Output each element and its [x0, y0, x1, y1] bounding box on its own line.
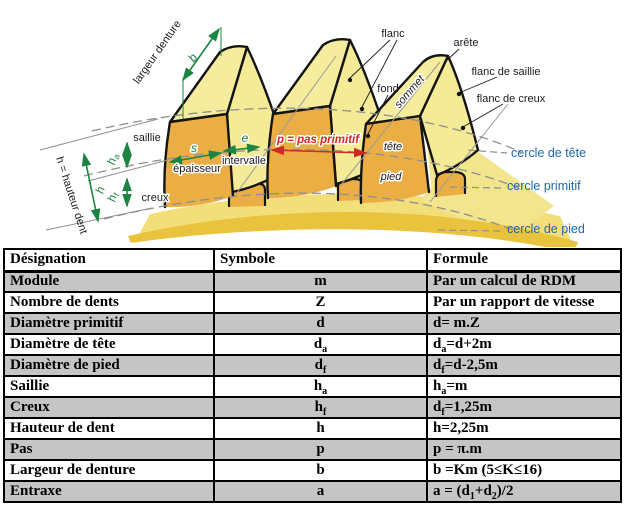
label-cercle-de-tete: cercle de tête: [511, 146, 586, 160]
cell-designation: Largeur de denture: [3, 459, 215, 482]
cell-designation: Hauteur de dent: [3, 417, 215, 440]
label-hf: hf: [104, 189, 122, 203]
tooth2-front-outline: [266, 104, 338, 200]
label-epaisseur: épaisseur: [173, 163, 221, 175]
cell-symbole: h: [213, 417, 428, 440]
tooth3-front-face: [360, 116, 429, 203]
tooth1-front-outline: [163, 112, 235, 209]
rim-band-gold: [128, 212, 578, 247]
cell-designation: Pas: [3, 438, 215, 461]
header-designation: Désignation: [3, 248, 215, 273]
cell-symbole: b: [213, 459, 428, 482]
label-cercle-primitif: cercle primitif: [507, 179, 581, 193]
cell-formule: p = π.m: [426, 438, 622, 461]
table-row: Diamètre primitif d d= m.Z: [3, 312, 622, 335]
cell-formule: a = (d1+d2)/2: [426, 480, 622, 503]
cell-formule: da=d+2m: [426, 333, 622, 356]
circle-label-leaders: [437, 149, 508, 232]
label-cercle-de-pied: cercle de pied: [507, 222, 585, 236]
label-pas-primitif: p = pas primitif: [276, 134, 360, 146]
cell-symbole: df: [213, 354, 428, 377]
cell-symbole: hf: [213, 396, 428, 419]
header-symbole: Symbole: [213, 248, 428, 273]
label-ha: ha: [104, 151, 122, 166]
label-creux: creux: [142, 192, 169, 204]
label-hauteur-dent: h = hauteur dent: [53, 155, 89, 235]
label-flanc-de-creux: flanc de creux: [477, 93, 546, 105]
label-tete: tête: [384, 141, 402, 153]
table-row: Entraxe a a = (d1+d2)/2: [3, 480, 622, 503]
gear-diagram: largeur denture b saillie creux h = haut…: [39, 18, 586, 247]
root-circle-line: [103, 192, 517, 232]
label-b: b: [185, 51, 200, 65]
label-largeur-denture: largeur denture: [131, 18, 184, 86]
cell-symbole: d: [213, 312, 428, 335]
table-row: Module m Par un calcul de RDM: [3, 270, 622, 293]
tooth2-top-land: [271, 37, 352, 116]
dimension-arrow-s: [168, 150, 223, 165]
header-formule: Formule: [426, 248, 622, 273]
cell-designation: Creux: [3, 396, 215, 419]
cell-formule: Par un rapport de vitesse: [426, 291, 622, 314]
cell-designation: Diamètre primitif: [3, 312, 215, 335]
dimension-arrow-b: [182, 27, 220, 82]
cell-symbole: p: [213, 438, 428, 461]
cell-formule: ha=m: [426, 375, 622, 398]
table-row: Saillie ha ha=m: [3, 375, 622, 398]
gear-spec-table: Désignation Symbole Formule Module m Par…: [3, 248, 622, 503]
label-flanc-de-saillie: flanc de saillie: [471, 66, 540, 78]
dimension-arrow-p: [270, 145, 368, 158]
cell-designation: Nombre de dents: [3, 291, 215, 314]
cell-formule: h=2,25m: [426, 417, 622, 440]
cell-formule: b =Km (5≤K≤16): [426, 459, 622, 482]
cell-symbole: ha: [213, 375, 428, 398]
tip-circle-line: [91, 107, 522, 153]
cell-symbole: a: [213, 480, 428, 503]
label-h: h: [93, 185, 108, 195]
cell-designation: Diamètre de pied: [3, 354, 215, 377]
cell-designation: Saillie: [3, 375, 215, 398]
leader-dots: [347, 77, 466, 139]
table-header-row: Désignation Symbole Formule: [3, 248, 622, 273]
cell-designation: Entraxe: [3, 480, 215, 503]
table-row: Nombre de dents Z Par un rapport de vite…: [3, 291, 622, 314]
cell-symbole: m: [213, 270, 428, 293]
label-s: s: [191, 141, 197, 155]
generator-lines: [235, 55, 509, 203]
label-fond: fond: [377, 83, 398, 95]
label-flanc: flanc: [381, 28, 405, 40]
label-pied: pied: [380, 171, 403, 183]
cell-symbole: da: [213, 333, 428, 356]
table-row: Diamètre de tête da da=d+2m: [3, 333, 622, 356]
cell-designation: Module: [3, 270, 215, 293]
cell-formule: df=1,25m: [426, 396, 622, 419]
table-row: Diamètre de pied df df=d-2,5m: [3, 354, 622, 377]
cell-formule: df=d-2,5m: [426, 354, 622, 377]
table-row: Largeur de denture b b =Km (5≤K≤16): [3, 459, 622, 482]
label-intervalle: intervalle: [222, 155, 266, 167]
cell-formule: Par un calcul de RDM: [426, 270, 622, 293]
table-row: Pas p p = π.m: [3, 438, 622, 461]
leader-lines: [349, 39, 504, 135]
table-row: Hauteur de dent h h=2,25m: [3, 417, 622, 440]
tooth3-top-land: [364, 54, 450, 126]
label-e: e: [242, 131, 249, 145]
cell-designation: Diamètre de tête: [3, 333, 215, 356]
table-row: Creux hf df=1,25m: [3, 396, 622, 419]
dimension-arrow-e: [222, 143, 261, 155]
cell-symbole: Z: [213, 291, 428, 314]
label-saillie: saillie: [133, 132, 161, 144]
dimension-arrow-h: [81, 152, 101, 223]
label-arete: arête: [453, 37, 478, 49]
cell-formule: d= m.Z: [426, 312, 622, 335]
